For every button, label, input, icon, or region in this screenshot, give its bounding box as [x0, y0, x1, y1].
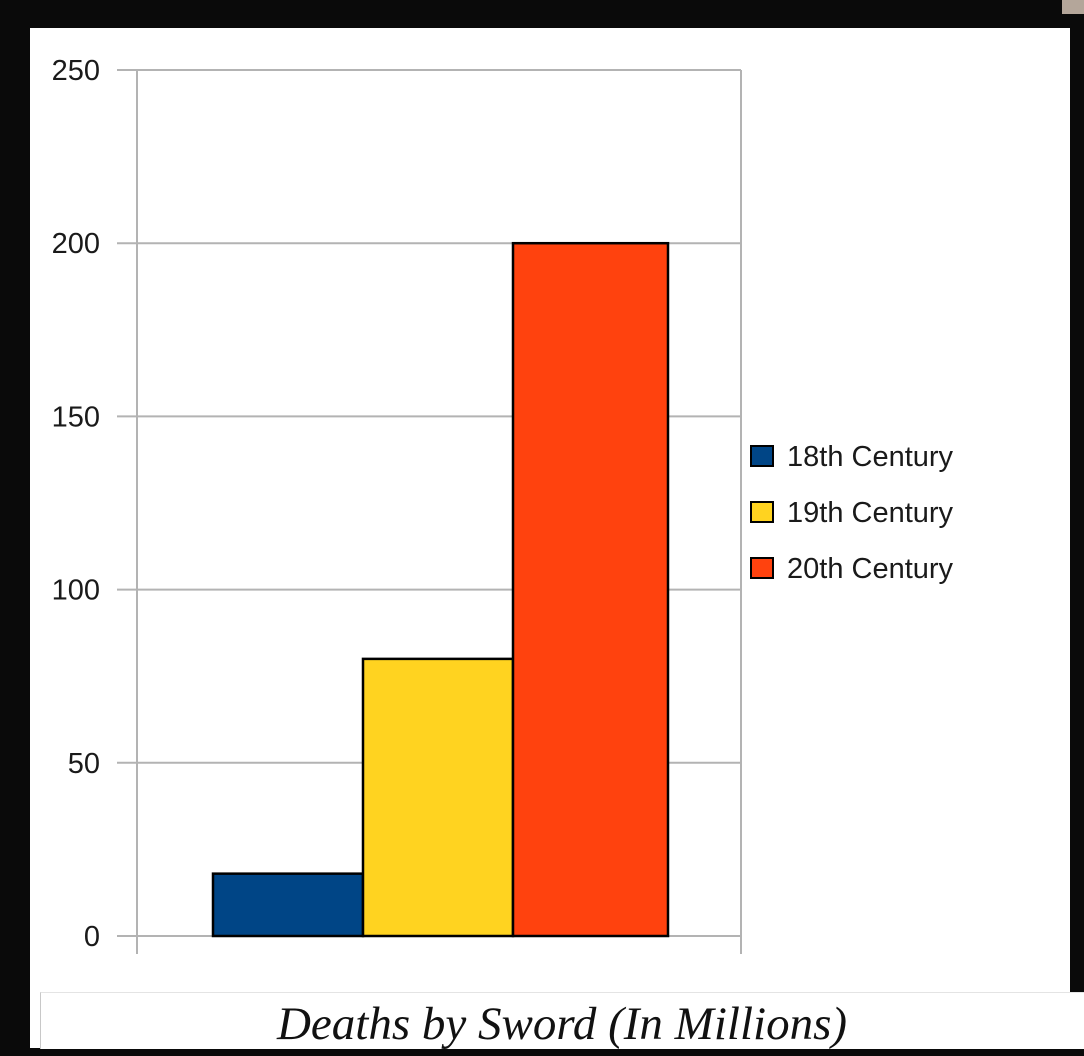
- legend-swatch-20th-century: [750, 557, 774, 579]
- bars: [211, 241, 670, 938]
- caption-box: [40, 992, 1084, 1049]
- corner-fragment: [1062, 0, 1084, 14]
- bar-20th-century: [511, 241, 670, 938]
- legend-swatch-18th-century: [750, 445, 774, 467]
- legend-label-18th-century: 18th Century: [787, 441, 954, 473]
- legend-label-20th-century: 20th Century: [787, 553, 954, 585]
- bar-18th-century: [211, 872, 365, 938]
- legend-swatch-19th-century: [750, 501, 774, 523]
- y-tick-label-0: 0: [84, 921, 100, 953]
- y-axis-ticks: 0 50 100 150 200 250: [52, 55, 137, 953]
- y-tick-label-250: 250: [52, 55, 100, 87]
- chart-caption: Deaths by Sword (In Millions): [276, 998, 848, 1050]
- y-tick-label-50: 50: [68, 748, 100, 780]
- bar-19th-century: [361, 657, 515, 938]
- legend-label-19th-century: 19th Century: [787, 497, 954, 529]
- y-tick-label-200: 200: [52, 228, 100, 260]
- y-tick-label-150: 150: [52, 401, 100, 433]
- legend: 18th Century 19th Century 20th Century: [750, 441, 954, 585]
- y-tick-label-100: 100: [52, 575, 100, 607]
